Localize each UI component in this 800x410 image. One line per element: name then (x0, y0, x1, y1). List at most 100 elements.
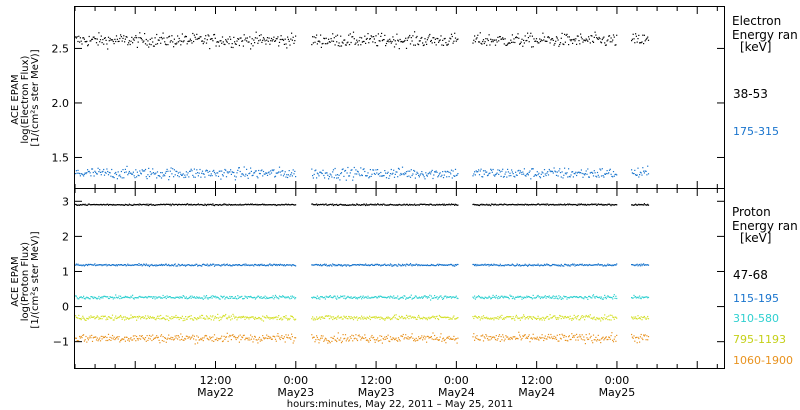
data-point (372, 169, 374, 171)
data-point (248, 296, 250, 298)
data-point (435, 204, 437, 206)
data-point (100, 315, 102, 317)
data-point (215, 204, 217, 206)
data-point (260, 204, 262, 206)
data-point (95, 204, 97, 206)
data-point (98, 264, 100, 266)
data-point (428, 264, 430, 267)
data-point (91, 168, 94, 170)
data-point (334, 167, 336, 170)
data-point (164, 263, 167, 265)
data-point (148, 175, 151, 178)
data-point (433, 37, 435, 39)
data-point (443, 340, 445, 342)
data-point (555, 36, 558, 38)
data-point (499, 297, 501, 299)
data-point (387, 39, 389, 41)
data-point (187, 297, 189, 300)
data-point (224, 264, 226, 267)
data-point (635, 204, 637, 206)
data-point (193, 296, 195, 298)
data-point (108, 171, 110, 174)
data-point (523, 264, 525, 266)
data-point (409, 203, 411, 205)
data-point (432, 297, 434, 299)
data-point (577, 264, 579, 266)
data-point (631, 264, 633, 266)
data-point (422, 339, 424, 341)
data-point (486, 318, 489, 320)
data-point (160, 203, 163, 206)
data-point (612, 295, 615, 298)
data-point (559, 296, 562, 298)
data-point (389, 317, 391, 319)
data-point (538, 42, 540, 44)
data-point (328, 38, 330, 40)
data-point (270, 40, 272, 42)
data-point (435, 316, 437, 318)
data-point (551, 263, 554, 266)
data-point (571, 264, 573, 266)
data-point (608, 35, 611, 37)
data-point (220, 265, 222, 267)
data-point (454, 264, 457, 266)
data-point (601, 264, 603, 266)
data-point (609, 338, 611, 340)
data-point (643, 335, 645, 337)
data-point (378, 204, 380, 206)
data-point (171, 264, 173, 266)
data-point (360, 339, 362, 341)
data-point (518, 317, 520, 319)
data-point (247, 339, 249, 341)
data-point (124, 316, 126, 318)
data-point (313, 36, 315, 38)
data-point (523, 168, 525, 170)
data-point (355, 169, 357, 171)
data-point (322, 264, 324, 266)
data-point (235, 297, 237, 300)
data-point (157, 175, 159, 177)
data-point (231, 171, 233, 173)
data-point (272, 295, 274, 297)
data-point (550, 39, 552, 41)
data-point (177, 335, 179, 337)
data-point (419, 297, 421, 299)
data-point (98, 171, 100, 173)
data-point (404, 264, 406, 266)
data-point (433, 316, 435, 318)
data-point (401, 296, 404, 298)
data-point (373, 336, 375, 338)
data-point (197, 342, 199, 344)
data-point (279, 204, 281, 206)
data-point (183, 264, 185, 267)
data-point (598, 203, 600, 205)
data-point (320, 204, 322, 206)
data-point (478, 204, 481, 207)
data-point (491, 296, 493, 298)
data-point (208, 204, 210, 206)
data-point (93, 336, 95, 338)
data-point (563, 317, 565, 319)
data-point (575, 264, 577, 266)
data-point (260, 34, 262, 36)
data-point (212, 203, 214, 205)
data-point (378, 340, 380, 342)
data-point (278, 337, 281, 339)
data-point (497, 316, 499, 318)
data-point (634, 265, 636, 267)
data-point (170, 265, 172, 267)
data-point (434, 338, 436, 340)
data-point (588, 36, 590, 38)
data-point (576, 336, 578, 338)
data-point (246, 264, 248, 266)
proton-legend-title-1: Proton (732, 205, 771, 219)
data-point (588, 295, 590, 298)
data-point (454, 175, 456, 177)
data-point (348, 175, 351, 177)
data-point (615, 316, 617, 318)
data-point (423, 44, 425, 46)
data-point (211, 297, 213, 299)
data-point (237, 204, 239, 206)
data-point (383, 203, 385, 205)
data-point (78, 35, 80, 37)
